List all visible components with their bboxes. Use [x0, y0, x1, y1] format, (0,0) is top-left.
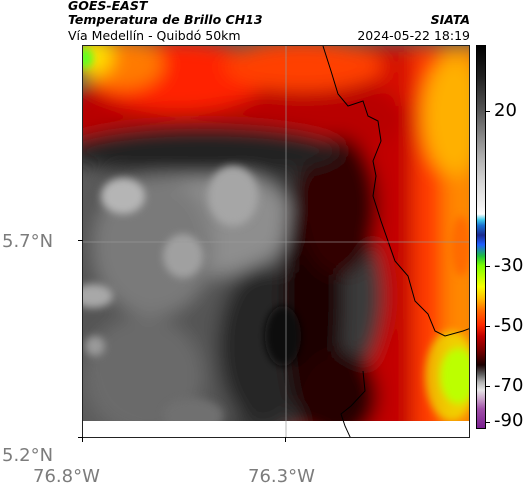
- lat-tick: [78, 437, 83, 438]
- colorbar-tick: [486, 111, 490, 112]
- brightness-temperature-map: [82, 45, 470, 438]
- colorbar-tick: [486, 326, 490, 327]
- lat-label: 5.7°N: [2, 231, 54, 252]
- colorbar-tick: [486, 266, 490, 267]
- colorbar-tick: [486, 386, 490, 387]
- route-label: Vía Medellín - Quibdó 50km: [68, 28, 241, 43]
- colorbar-tick: [486, 422, 490, 423]
- lon-label: 76.8°W: [33, 466, 100, 487]
- lon-label: 76.3°W: [248, 466, 315, 487]
- lat-tick: [78, 240, 83, 241]
- colorbar-label: -90: [494, 410, 524, 431]
- product-title: Temperatura de Brillo CH13: [68, 12, 263, 27]
- lon-tick: [285, 437, 286, 442]
- cold-tops-detail: [83, 48, 469, 434]
- temperature-colorbar: [476, 45, 486, 429]
- colorbar-label: -30: [494, 255, 524, 276]
- department-boundary: [322, 46, 469, 337]
- lat-label: 5.2°N: [2, 445, 54, 466]
- timestamp: 2024-05-22 18:19: [357, 28, 470, 43]
- colorbar-label: -50: [494, 315, 524, 336]
- department-boundary-south: [340, 370, 366, 437]
- satellite-source-title: GOES-EAST: [68, 0, 148, 13]
- colorbar-label: -70: [494, 375, 524, 396]
- colorbar-label: 20: [494, 100, 517, 121]
- lon-tick: [82, 437, 83, 442]
- agency-label: SIATA: [430, 12, 470, 27]
